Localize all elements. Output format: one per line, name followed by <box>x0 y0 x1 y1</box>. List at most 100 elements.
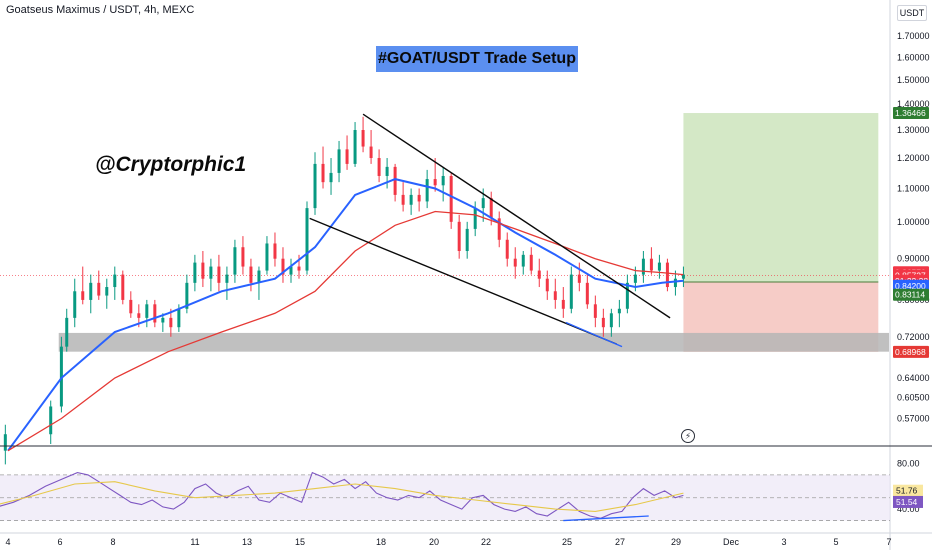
candle-body <box>121 274 125 300</box>
candle-body <box>137 313 141 318</box>
ema-fast-line <box>7 178 684 452</box>
x-tick-label: 25 <box>562 537 572 547</box>
candle-body <box>225 274 229 283</box>
y-tick-label: 1.60000 <box>897 52 930 62</box>
rsi-line <box>0 471 684 519</box>
candle-body <box>649 258 653 271</box>
candle-body <box>97 282 101 296</box>
candle-body <box>249 266 253 283</box>
candle-body <box>305 208 309 271</box>
candle-body <box>113 274 117 288</box>
price-divergence-trendline <box>565 321 623 348</box>
price-badge <box>893 288 929 301</box>
candle-body <box>465 228 469 252</box>
candle-body <box>593 304 597 318</box>
y-tick-label: 0.72000 <box>897 332 930 342</box>
candle-body <box>529 254 533 271</box>
candle-body <box>553 291 557 300</box>
candle-body <box>345 149 349 164</box>
candle-body <box>265 243 269 271</box>
candle-body <box>577 274 581 283</box>
x-tick-label: 4 <box>5 537 10 547</box>
price-badge-label: 0.68968 <box>895 347 926 357</box>
rsi-badge <box>893 484 923 497</box>
candle-body <box>457 221 461 252</box>
candle-body <box>59 346 63 407</box>
candle-body <box>433 179 437 186</box>
candle-body <box>329 172 333 183</box>
x-tick-label: 22 <box>481 537 491 547</box>
x-tick-label: Dec <box>723 537 740 547</box>
candle-body <box>425 179 429 202</box>
candle-body <box>393 166 397 195</box>
candle-body <box>217 266 221 283</box>
candle-body <box>73 291 77 318</box>
candle-body <box>409 194 413 205</box>
lightning-icon[interactable]: ⚡ <box>681 429 695 443</box>
price-badge <box>893 345 929 358</box>
candle-body <box>281 258 285 275</box>
candle-body <box>169 317 173 328</box>
y-tick-label: 1.70000 <box>897 31 930 41</box>
candle-body <box>601 317 605 328</box>
x-tick-label: 11 <box>190 537 199 547</box>
candle-body <box>89 282 93 300</box>
candle-body <box>497 218 501 240</box>
candle-body <box>337 149 341 173</box>
y-tick-label: 1.20000 <box>897 153 930 163</box>
candle-body <box>569 274 573 309</box>
price-badge-label: 1.36466 <box>895 108 926 118</box>
candle-body <box>505 239 509 259</box>
candle-body <box>257 270 261 283</box>
x-tick-label: 7 <box>886 537 891 547</box>
candle-body <box>81 291 85 300</box>
candle-body <box>65 317 69 347</box>
price-badge-label: 0.84200 <box>895 281 926 291</box>
candle-body <box>449 175 453 222</box>
x-tick-label: 15 <box>295 537 305 547</box>
rsi-y-tick-label: 80.00 <box>897 458 920 468</box>
currency-button[interactable]: USDT <box>897 5 927 21</box>
candle-body <box>537 270 541 279</box>
candle-body <box>177 308 181 328</box>
candle-body <box>297 266 301 271</box>
candle-body <box>185 282 189 309</box>
candle-body <box>673 278 677 288</box>
candle-body <box>545 278 549 292</box>
candle-body <box>417 194 421 202</box>
candle-body <box>129 299 133 314</box>
x-tick-label: 20 <box>429 537 439 547</box>
x-tick-label: 6 <box>57 537 62 547</box>
candle-body <box>609 313 613 328</box>
y-tick-label: 1.30000 <box>897 125 930 135</box>
rsi-badge-label: 51.54 <box>896 497 918 507</box>
candle-body <box>617 308 621 314</box>
y-tick-label: 1.10000 <box>897 183 930 193</box>
candle-body <box>561 299 565 309</box>
candle-body <box>641 258 645 275</box>
price-badge-label: 0.83114 <box>895 290 925 300</box>
candle-body <box>3 434 7 451</box>
lower-falling-trendline <box>309 217 617 345</box>
y-tick-label: 0.57000 <box>897 414 930 424</box>
x-tick-label: 29 <box>671 537 681 547</box>
x-tick-label: 13 <box>242 537 252 547</box>
candle-body <box>145 304 149 318</box>
x-tick-label: 5 <box>833 537 838 547</box>
y-tick-label: 0.64000 <box>897 373 930 383</box>
candle-body <box>321 163 325 183</box>
price-badge <box>893 107 929 120</box>
x-tick-label: 27 <box>615 537 625 547</box>
rsi-y-tick-label: 40.00 <box>897 504 920 514</box>
candle-body <box>521 254 525 267</box>
candle-body <box>513 258 517 267</box>
candle-body <box>49 406 53 435</box>
x-tick-label: 3 <box>781 537 786 547</box>
candle-body <box>201 262 205 279</box>
rsi-divergence-trendline <box>563 515 649 522</box>
x-tick-label: 18 <box>376 537 386 547</box>
candle-body <box>209 266 213 279</box>
ema-slow-line <box>7 210 684 452</box>
candle-body <box>361 130 365 147</box>
